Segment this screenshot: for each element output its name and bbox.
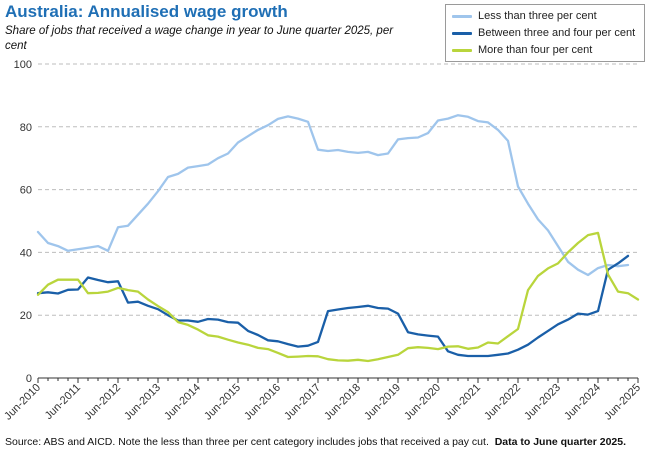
- legend-item-three-to-four: Between three and four per cent: [452, 25, 635, 41]
- x-tick-label-Jun-2011: Jun-2011: [43, 382, 83, 422]
- x-tick-label-Jun-2025: Jun-2025: [602, 382, 643, 423]
- legend-item-more-than-four: More than four per cent: [452, 42, 592, 58]
- series-lines: [36, 114, 640, 363]
- x-tick-label-Jun-2018: Jun-2018: [322, 382, 363, 423]
- x-tick-label-Jun-2016: Jun-2016: [242, 382, 283, 423]
- series-line-more-than-four: [36, 231, 640, 363]
- x-tick-label-Jun-2020: Jun-2020: [402, 382, 443, 423]
- legend-label-more-than-four: More than four per cent: [478, 44, 593, 56]
- y-tick-label-0: 0: [26, 373, 32, 385]
- x-tick-label-Jun-2019: Jun-2019: [362, 382, 403, 423]
- data-date-note: Data to June quarter 2025.: [494, 436, 627, 448]
- y-tick-label-40: 40: [20, 247, 32, 259]
- legend-label-three-to-four: Between three and four per cent: [478, 27, 636, 39]
- chart-footer: Source: ABS and AICD. Note the less than…: [5, 436, 626, 448]
- x-tick-label-Jun-2017: Jun-2017: [282, 382, 323, 423]
- source-note: Source: ABS and AICD. Note the less than…: [5, 436, 489, 448]
- x-tick-label-Jun-2023: Jun-2023: [522, 382, 563, 423]
- legend-swatch-three-to-four: [452, 31, 472, 35]
- x-tick-label-Jun-2012: Jun-2012: [82, 382, 123, 423]
- series-line-less-than-three: [36, 114, 630, 277]
- x-tick-label-Jun-2022: Jun-2022: [482, 382, 523, 423]
- x-tick-label-Jun-2021: Jun-2021: [442, 382, 483, 423]
- x-tick-label-Jun-2013: Jun-2013: [122, 382, 163, 423]
- y-tick-label-100: 100: [14, 59, 32, 71]
- series-line-three-to-four: [36, 254, 630, 358]
- x-tick-label-Jun-2014: Jun-2014: [162, 382, 203, 423]
- legend-swatch-less-than-three: [452, 14, 472, 18]
- gridlines: [38, 63, 638, 316]
- y-tick-label-20: 20: [20, 310, 32, 322]
- legend-swatch-more-than-four: [452, 48, 472, 52]
- y-tick-label-60: 60: [20, 185, 32, 197]
- chart-legend: Less than three per cent Between three a…: [445, 4, 645, 62]
- legend-label-less-than-three: Less than three per cent: [478, 10, 597, 22]
- x-tick-label-Jun-2015: Jun-2015: [202, 382, 243, 423]
- y-tick-label-80: 80: [20, 122, 32, 134]
- x-tick-label-Jun-2024: Jun-2024: [562, 382, 603, 423]
- legend-item-less-than-three: Less than three per cent: [452, 8, 597, 24]
- x-tick-label-Jun-2010: Jun-2010: [2, 382, 43, 423]
- chart-subtitle: Share of jobs that received a wage chang…: [5, 25, 394, 52]
- chart-title: Australia: Annualised wage growth: [5, 2, 288, 21]
